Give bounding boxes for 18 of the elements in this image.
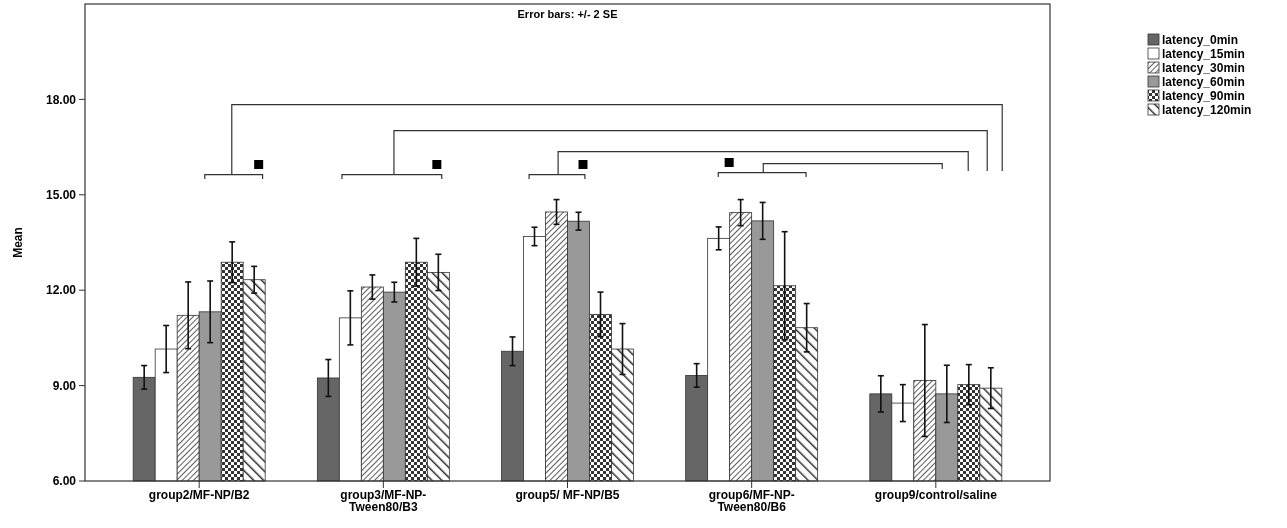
- legend-label: latency_90min: [1162, 89, 1245, 104]
- x-tick-label: group5/ MF-NP/B5: [515, 488, 620, 502]
- y-tick-label: 9.00: [52, 378, 77, 393]
- legend-label: latency_120min: [1162, 103, 1252, 118]
- x-tick-label: group3/MF-NP-Tween80/B3: [340, 488, 427, 514]
- legend-label: latency_0min: [1162, 33, 1239, 48]
- legend-label: latency_60min: [1162, 75, 1245, 90]
- y-tick-label: 15.00: [45, 188, 77, 202]
- y-tick-label: 6.00: [52, 474, 77, 489]
- chart-title: Error bars: +/- 2 SE: [517, 8, 618, 20]
- x-tick-label: group2/MF-NP/B2: [148, 488, 250, 502]
- legend-label: latency_15min: [1162, 47, 1245, 62]
- y-tick-label: 18.00: [45, 92, 77, 107]
- legend-label: latency_30min: [1162, 61, 1245, 76]
- y-tick-label: 12.00: [45, 283, 77, 298]
- x-tick-label: group9/control/saline: [874, 488, 998, 502]
- y-axis-title: Mean: [11, 227, 25, 258]
- x-tick-label: group6/MF-NP-Tween80/B6: [708, 488, 795, 514]
